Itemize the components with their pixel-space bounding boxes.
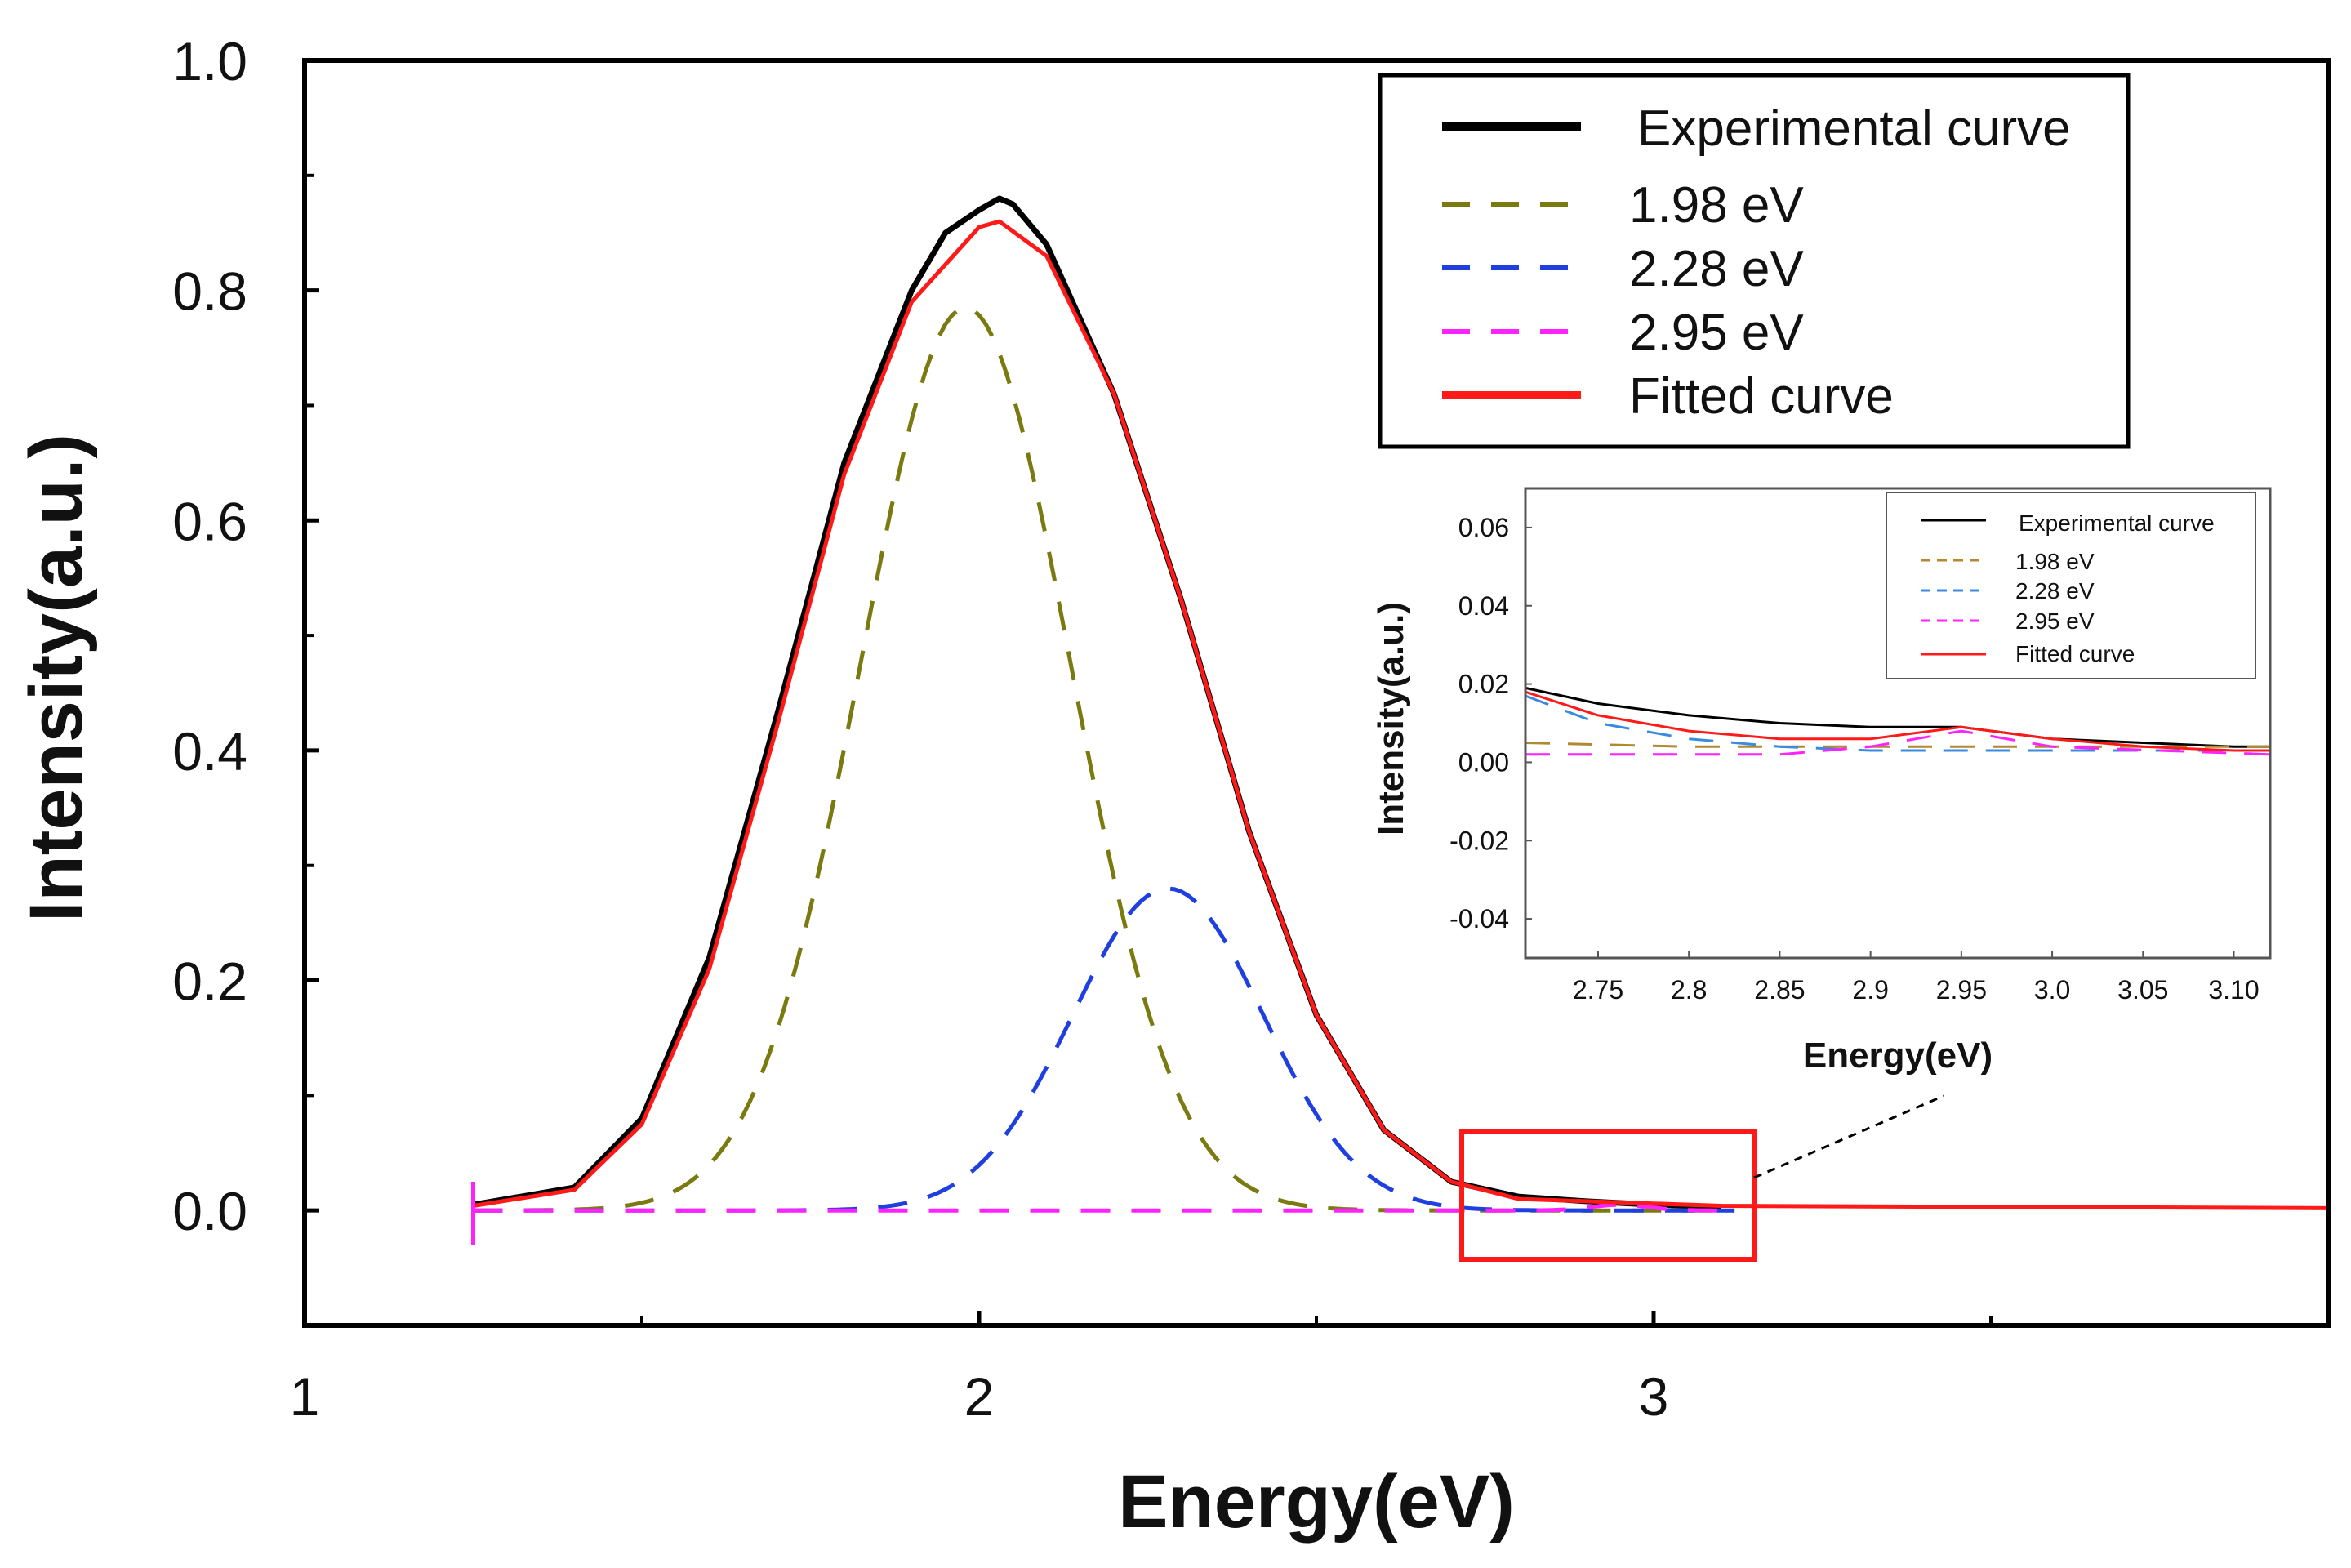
inset-x-tick-label: 3.0 [2034,975,2070,1004]
inset-y-tick-label: -0.04 [1449,904,1509,933]
inset-x-tick-label: 2.9 [1852,975,1888,1004]
inset-x-tick-label: 2.8 [1671,975,1707,1004]
main-x-tick-label: 1 [290,1366,320,1427]
inset-y-axis-label: Intensity(a.u.) [1371,602,1411,835]
main-x-tick-label: 2 [964,1366,995,1427]
main-x-axis-label: Energy(eV) [1118,1460,1515,1544]
inset-frame [1524,487,2272,960]
zoom-region-box [1459,1129,1757,1262]
main-x-axis-ticks: 1 2 3 [290,1311,1993,1427]
legend-label-2-95: 2.95 eV [1629,305,1804,361]
main-series-2-95-ev [473,1202,1735,1213]
legend-label-fitted: Fitted curve [1629,368,1894,425]
inset-x-tick-label: 3.10 [2208,975,2259,1004]
inset-x-tick-label: 2.75 [1573,975,1623,1004]
inset-x-axis-ticks: 2.75 2.8 2.85 2.9 2.95 3.0 3.05 3.10 [1573,951,2260,1004]
inset-y-tick-label: 0.02 [1458,670,1509,699]
main-legend-frame [1378,73,2131,449]
legend-label-2-28: 2.28 eV [1629,241,1804,297]
main-y-tick-label: 1.0 [172,31,247,91]
inset-series-fitted-curve [1525,690,2270,752]
legend-label-1-98: 1.98 eV [1629,177,1804,234]
inset-y-tick-label: 0.06 [1458,513,1509,542]
main-y-axis-label: Intensity(a.u.) [15,434,98,922]
inset-plot: 2.75 2.8 2.85 2.9 2.95 3.0 3.05 3.10 -0.04 -0.02… [1371,487,2272,1076]
main-plot: 1 2 3 0.0 0.2 0.4 0.6 0.8 1.0 Energy(eV) Intens… [15,31,2331,1544]
inset-legend-label-2-95: 2.95 eV [2015,608,2095,634]
inset-legend: Experimental curve 1.98 eV 2.28 eV 2.95 … [1886,492,2256,679]
main-legend: Experimental curve 1.98 eV 2.28 eV 2.95 … [1378,73,2131,449]
main-y-tick-label: 0.2 [172,951,247,1012]
inset-x-tick-label: 3.05 [2117,975,2168,1004]
legend-label-experimental: Experimental curve [1637,100,2071,157]
main-y-tick-label: 0.4 [172,721,247,782]
main-x-tick-label: 3 [1639,1366,1669,1427]
inset-curves [1525,686,2271,756]
inset-series-2-28-ev [1525,694,2270,752]
inset-series-experimental-curve [1525,686,2270,748]
inset-x-tick-label: 2.85 [1754,975,1805,1004]
main-y-axis-ticks: 0.0 0.2 0.4 0.6 0.8 1.0 [172,31,319,1241]
inset-x-tick-label: 2.95 [1936,975,1987,1004]
main-curves [471,195,2329,1245]
inset-legend-label-fitted: Fitted curve [2015,641,2135,666]
inset-series-2-95-ev [1525,729,2271,756]
main-y-tick-label: 0.6 [172,491,247,551]
inset-y-tick-label: -0.02 [1449,826,1509,855]
main-y-tick-label: 0.0 [172,1181,247,1241]
main-series-fitted-curve [473,219,2329,1210]
inset-legend-label-1-98: 1.98 eV [2015,549,2095,574]
inset-x-axis-label: Energy(eV) [1803,1036,1993,1076]
inset-y-tick-label: 0.04 [1458,591,1509,621]
inset-legend-label-experimental: Experimental curve [2019,510,2215,536]
zoom-connector-line [1753,1094,1944,1179]
inset-legend-label-2-28: 2.28 eV [2015,578,2095,604]
inset-legend-frame [1886,492,2256,679]
inset-y-axis-ticks: -0.04 -0.02 0.00 0.02 0.04 0.06 [1449,513,1532,933]
inset-y-tick-label: 0.00 [1458,747,1509,777]
main-series-1-98-ev [473,305,1735,1213]
main-y-tick-label: 0.8 [172,261,247,322]
